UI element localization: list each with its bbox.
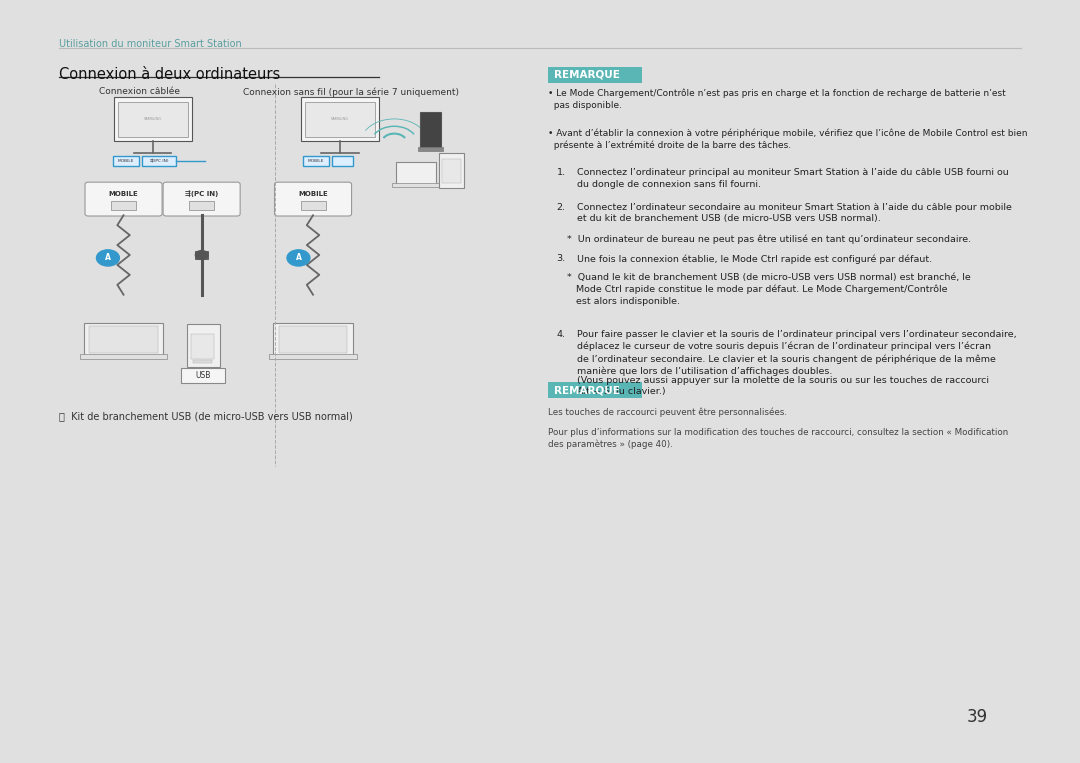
Text: 2.: 2. [556,203,566,212]
FancyBboxPatch shape [549,66,642,83]
Text: Pour plus d’informations sur la modification des touches de raccourci, consultez: Pour plus d’informations sur la modifica… [549,428,1009,449]
FancyBboxPatch shape [420,112,441,147]
Text: 3.: 3. [556,254,566,263]
FancyBboxPatch shape [306,102,375,137]
Text: Pour faire passer le clavier et la souris de l’ordinateur principal vers l’ordin: Pour faire passer le clavier et la souri… [578,330,1017,376]
Text: Ⓐ  Kit de branchement USB (de micro-USB vers USB normal): Ⓐ Kit de branchement USB (de micro-USB v… [59,411,353,421]
FancyBboxPatch shape [84,323,163,356]
FancyBboxPatch shape [300,201,325,211]
FancyBboxPatch shape [273,323,352,356]
Text: MOBILE: MOBILE [308,159,324,163]
FancyBboxPatch shape [302,156,328,166]
FancyBboxPatch shape [111,201,136,211]
FancyBboxPatch shape [274,182,352,216]
Text: Connectez l’ordinateur secondaire au moniteur Smart Station à l’aide du câble po: Connectez l’ordinateur secondaire au mon… [578,203,1012,224]
FancyBboxPatch shape [118,102,188,137]
Circle shape [96,250,120,266]
FancyBboxPatch shape [418,146,443,151]
FancyBboxPatch shape [332,156,352,166]
Text: USB: USB [195,371,211,380]
Text: SAMSUNG: SAMSUNG [332,117,349,121]
Text: REMARQUE: REMARQUE [554,385,620,395]
Text: • Le Mode Chargement/Contrôle n’est pas pris en charge et la fonction de recharg: • Le Mode Chargement/Contrôle n’est pas … [549,89,1007,110]
Text: A: A [296,253,301,262]
Text: ⇶(PC IN): ⇶(PC IN) [185,190,218,198]
FancyBboxPatch shape [191,333,214,359]
Text: MOBILE: MOBILE [118,159,134,163]
FancyBboxPatch shape [80,353,167,359]
Text: 1.: 1. [556,168,566,177]
FancyBboxPatch shape [438,153,464,188]
FancyBboxPatch shape [396,163,436,185]
Text: Une fois la connexion établie, le Mode Ctrl rapide est configuré par défaut.: Une fois la connexion établie, le Mode C… [578,254,933,264]
Text: Utilisation du moniteur Smart Station: Utilisation du moniteur Smart Station [59,40,242,50]
FancyBboxPatch shape [269,353,356,359]
FancyBboxPatch shape [195,250,207,259]
FancyBboxPatch shape [442,159,461,183]
Circle shape [287,250,310,266]
Text: • Avant d’établir la connexion à votre périphérique mobile, vérifiez que l’icône: • Avant d’établir la connexion à votre p… [549,128,1028,150]
Text: Connexion sans fil (pour la série 7 uniquement): Connexion sans fil (pour la série 7 uniq… [243,87,459,97]
FancyBboxPatch shape [113,156,139,166]
FancyBboxPatch shape [301,97,379,141]
FancyBboxPatch shape [90,326,158,353]
Text: A: A [105,253,111,262]
FancyBboxPatch shape [189,201,214,211]
Text: *  Un ordinateur de bureau ne peut pas être utilisé en tant qu’ordinateur second: * Un ordinateur de bureau ne peut pas êt… [567,234,971,244]
Text: ⇶(PC IN): ⇶(PC IN) [150,159,168,163]
Text: Connectez l’ordinateur principal au moniteur Smart Station à l’aide du câble USB: Connectez l’ordinateur principal au moni… [578,168,1009,189]
Text: Connexion à deux ordinateurs: Connexion à deux ordinateurs [59,66,280,82]
FancyBboxPatch shape [113,97,192,141]
FancyBboxPatch shape [180,369,225,383]
Text: (Vous pouvez aussi appuyer sur la molette de la souris ou sur les touches de rac: (Vous pouvez aussi appuyer sur la molett… [578,375,989,396]
Text: *  Quand le kit de branchement USB (de micro-USB vers USB normal) est branché, l: * Quand le kit de branchement USB (de mi… [567,272,971,306]
Text: MOBILE: MOBILE [109,191,138,197]
FancyBboxPatch shape [193,360,212,363]
Text: REMARQUE: REMARQUE [554,69,620,80]
Text: Connexion câblée: Connexion câblée [98,87,179,96]
Text: SAMSUNG: SAMSUNG [144,117,162,121]
Text: 39: 39 [967,708,988,726]
FancyBboxPatch shape [85,182,162,216]
FancyBboxPatch shape [163,182,240,216]
Text: 4.: 4. [556,330,566,339]
Circle shape [195,250,207,259]
FancyBboxPatch shape [187,324,220,367]
FancyBboxPatch shape [279,326,348,353]
Text: MOBILE: MOBILE [298,191,328,197]
FancyBboxPatch shape [392,183,440,188]
FancyBboxPatch shape [143,156,176,166]
FancyBboxPatch shape [549,382,642,398]
Text: Les touches de raccourci peuvent être personnalisées.: Les touches de raccourci peuvent être pe… [549,407,787,417]
